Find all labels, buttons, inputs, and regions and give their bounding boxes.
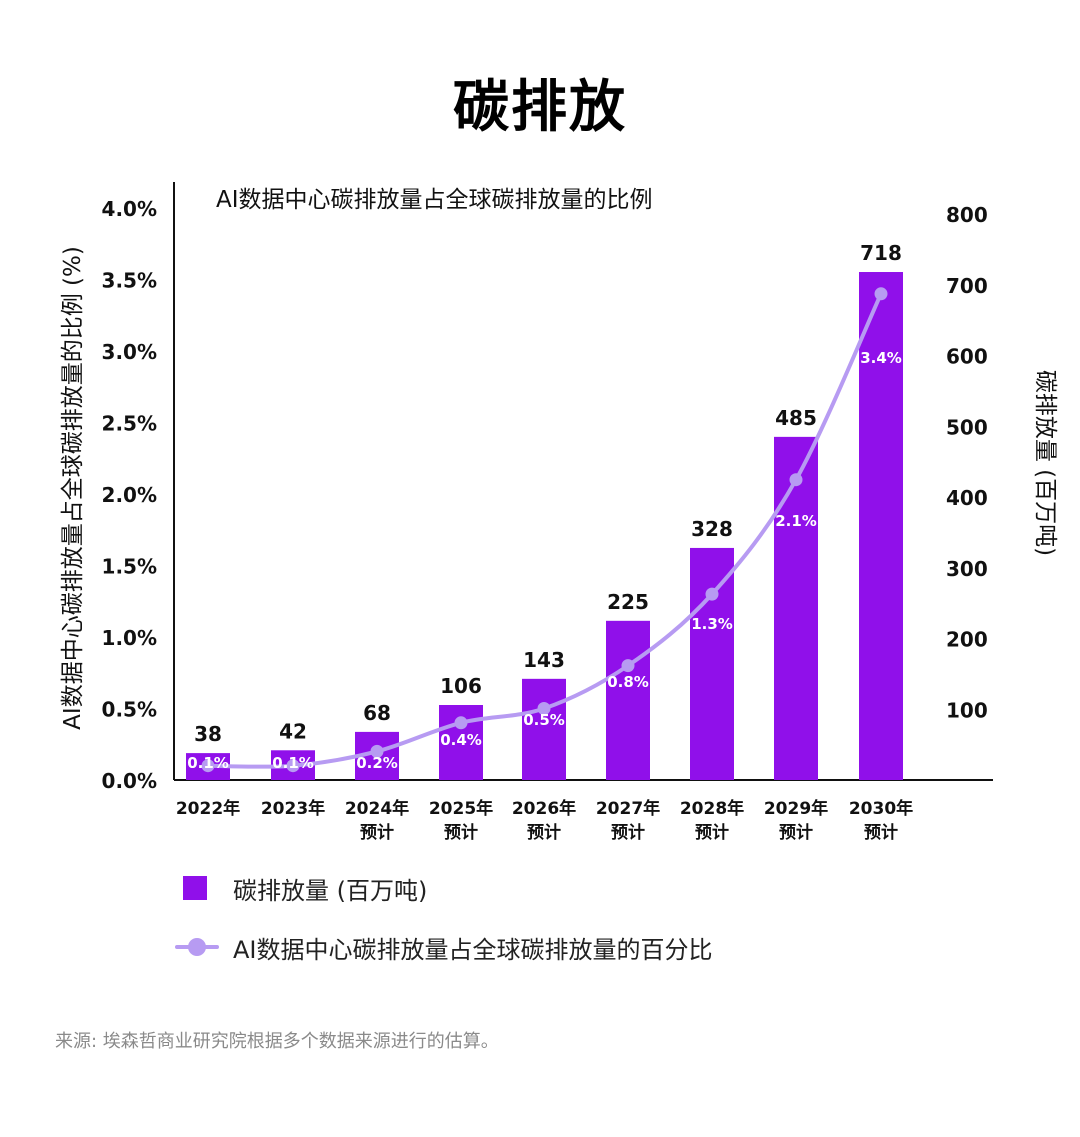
percent-point bbox=[537, 702, 551, 715]
category-label: 2024年 bbox=[345, 798, 409, 819]
bar bbox=[774, 436, 818, 780]
category-label: 2027年 bbox=[596, 798, 660, 819]
bar-value-label: 718 bbox=[860, 241, 902, 265]
category-label: 预计 bbox=[527, 822, 561, 843]
left-tick-label: 0.0% bbox=[102, 769, 157, 793]
percent-label: 1.3% bbox=[691, 615, 733, 633]
right-tick-label: 400 bbox=[946, 486, 988, 510]
category-label: 2022年 bbox=[176, 798, 240, 819]
percent-label: 0.4% bbox=[440, 731, 482, 749]
left-tick-label: 3.5% bbox=[102, 269, 157, 293]
legend-line-marker bbox=[188, 938, 206, 956]
percent-label: 0.8% bbox=[607, 673, 649, 691]
bar-value-label: 328 bbox=[691, 517, 733, 541]
right-tick-label: 100 bbox=[946, 698, 988, 722]
right-tick-label: 600 bbox=[946, 345, 988, 369]
left-tick-label: 3.0% bbox=[102, 340, 157, 364]
percent-label: 3.4% bbox=[860, 349, 902, 367]
chart-title: AI数据中心碳排放量占全球碳排放量的比例 bbox=[216, 187, 653, 213]
page-title: 碳排放 bbox=[453, 75, 627, 140]
category-label: 预计 bbox=[864, 822, 898, 843]
source-note: 来源: 埃森哲商业研究院根据多个数据来源进行的估算。 bbox=[55, 1031, 499, 1052]
category-label: 预计 bbox=[444, 822, 478, 843]
percent-point bbox=[789, 473, 803, 487]
right-tick-label: 200 bbox=[946, 628, 988, 652]
left-axis-title: AI数据中心碳排放量占全球碳排放量的比例 (%) bbox=[60, 246, 86, 730]
percent-label: 0.1% bbox=[272, 754, 314, 772]
bar bbox=[522, 678, 566, 780]
category-label: 2028年 bbox=[680, 798, 744, 819]
category-label: 2030年 bbox=[849, 798, 913, 819]
category-label: 预计 bbox=[779, 822, 813, 843]
percent-point bbox=[286, 759, 300, 773]
legend-item-line: AI数据中心碳排放量占全球碳排放量的百分比 bbox=[175, 927, 713, 967]
left-tick-label: 2.0% bbox=[102, 483, 157, 507]
category-label: 2029年 bbox=[764, 798, 828, 819]
percent-point bbox=[201, 759, 215, 773]
left-tick-label: 1.0% bbox=[102, 626, 157, 650]
percent-point bbox=[705, 587, 719, 601]
bar bbox=[690, 547, 734, 780]
bar-value-label: 143 bbox=[523, 648, 565, 672]
percent-point bbox=[621, 659, 635, 673]
percent-label: 2.1% bbox=[775, 512, 817, 530]
legend-line-label: AI数据中心碳排放量占全球碳排放量的百分比 bbox=[233, 935, 713, 964]
bar-value-label: 485 bbox=[775, 406, 817, 430]
right-tick-label: 500 bbox=[946, 415, 988, 439]
percent-point bbox=[454, 716, 468, 730]
category-label: 2023年 bbox=[261, 798, 325, 819]
category-label: 2026年 bbox=[512, 798, 576, 819]
left-tick-label: 4.0% bbox=[102, 197, 157, 221]
bar-value-label: 106 bbox=[440, 674, 482, 698]
legend-line-swatch bbox=[175, 938, 219, 956]
right-tick-label: 300 bbox=[946, 557, 988, 581]
left-tick-label: 2.5% bbox=[102, 412, 157, 436]
legend-bar-swatch bbox=[183, 876, 207, 900]
right-tick-label: 700 bbox=[946, 274, 988, 298]
chart: 0.0% 0.5% 1.0% 1.5% 2.0% 2.5% 3.0% 3.5% 4.0% 100 2… bbox=[60, 182, 1058, 843]
percent-label: 0.1% bbox=[187, 754, 229, 772]
legend-item-bars: 碳排放量 (百万吨) bbox=[175, 868, 427, 908]
bar bbox=[606, 620, 650, 780]
right-tick-label: 800 bbox=[946, 203, 988, 227]
bar-value-label: 68 bbox=[363, 701, 391, 725]
legend-bar-label: 碳排放量 (百万吨) bbox=[233, 876, 428, 905]
category-label: 2025年 bbox=[429, 798, 493, 819]
bar bbox=[859, 272, 903, 780]
left-tick-label: 0.5% bbox=[102, 698, 157, 722]
percent-point bbox=[874, 287, 888, 301]
category-label: 预计 bbox=[695, 822, 729, 843]
bar-value-label: 38 bbox=[194, 722, 222, 746]
bar-value-label: 225 bbox=[607, 590, 649, 614]
category-label: 预计 bbox=[360, 822, 394, 843]
right-axis-title: 碳排放量 (百万吨) bbox=[1032, 370, 1058, 556]
category-label: 预计 bbox=[611, 822, 645, 843]
percent-label: 0.5% bbox=[523, 711, 565, 729]
left-tick-label: 1.5% bbox=[102, 555, 157, 579]
bar-value-label: 42 bbox=[279, 719, 307, 743]
percent-label: 0.2% bbox=[356, 754, 398, 772]
percent-point bbox=[370, 744, 384, 758]
